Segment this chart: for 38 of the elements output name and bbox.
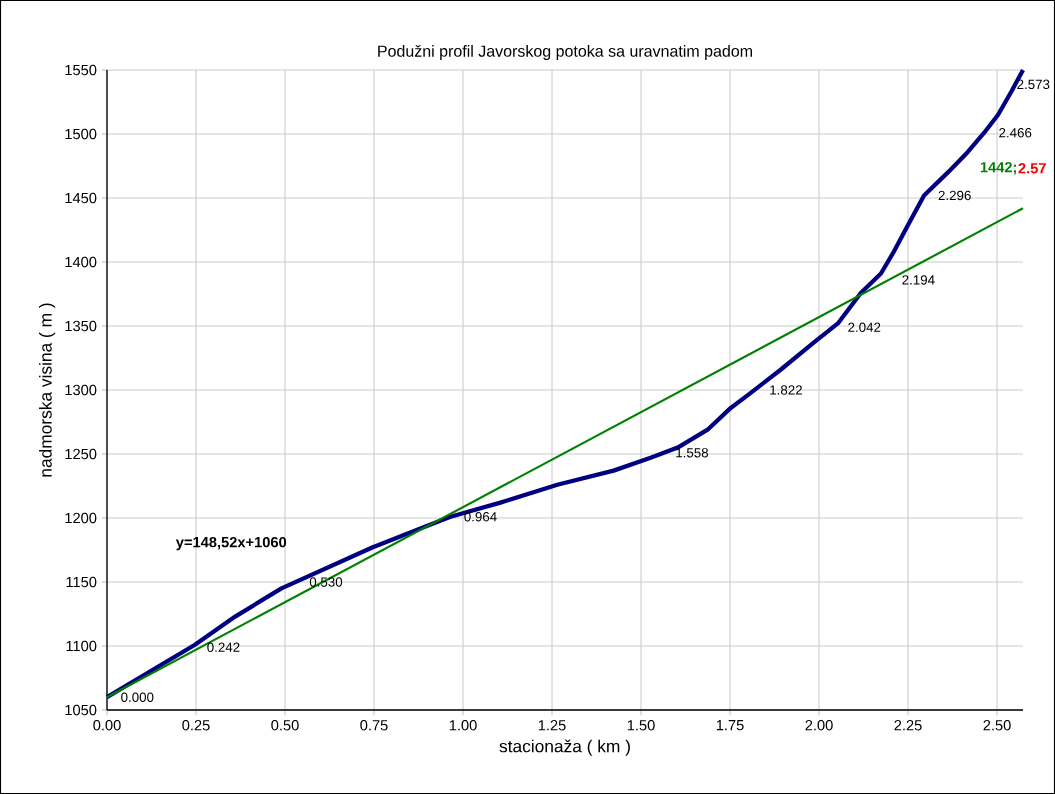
x-tick-label: 1.75 — [716, 720, 744, 731]
annotation: 2.573 — [1017, 79, 1050, 90]
y-tick-label: 1500 — [65, 128, 97, 140]
annotation: 2.57 — [1018, 163, 1046, 174]
y-tick-label: 1100 — [66, 640, 97, 652]
y-tick-label: 1250 — [65, 448, 97, 460]
y-axis-title: nadmorska visina ( m ) — [39, 303, 56, 477]
annotation: 2.194 — [902, 275, 935, 285]
y-tick-label: 1550 — [65, 64, 97, 76]
annotation: 0.000 — [121, 692, 154, 702]
x-tick-label: 0.50 — [271, 720, 299, 731]
annotation: y=148,52x+1060 — [175, 536, 287, 551]
y-tick-label: 1400 — [65, 256, 97, 268]
x-tick-label: 0.00 — [93, 720, 121, 731]
x-tick-label: 1.25 — [538, 720, 566, 731]
chart-title: Podužni profil Javorskog potoka sa uravnatim padom — [378, 44, 752, 60]
x-tick-label: 0.75 — [360, 720, 388, 731]
x-tick-label: 2.50 — [983, 720, 1011, 731]
annotation: 1.822 — [770, 385, 802, 395]
x-axis-title: stacionaža ( km ) — [499, 739, 630, 756]
y-tick-label: 1300 — [65, 384, 97, 396]
y-tick-label: 1150 — [66, 576, 97, 588]
x-tick-label: 2.00 — [805, 720, 833, 731]
annotation: 2.042 — [848, 322, 881, 332]
annotation: 1.558 — [676, 448, 709, 458]
y-tick-label: 1450 — [65, 192, 97, 204]
y-tick-label: 1200 — [65, 512, 97, 524]
x-tick-label: 0.25 — [182, 720, 210, 731]
annotation: 2.296 — [938, 190, 971, 201]
annotation: 2.466 — [999, 128, 1032, 138]
x-tick-label: 1.50 — [627, 720, 655, 731]
y-tick-label: 1050 — [65, 704, 97, 716]
annotation: 1442; — [980, 162, 1017, 175]
x-tick-label: 1.00 — [449, 720, 477, 731]
annotation: 0.242 — [207, 642, 240, 652]
y-tick-label: 1350 — [65, 320, 97, 332]
annotation: 0.964 — [464, 512, 497, 522]
x-tick-label: 2.25 — [894, 720, 922, 731]
